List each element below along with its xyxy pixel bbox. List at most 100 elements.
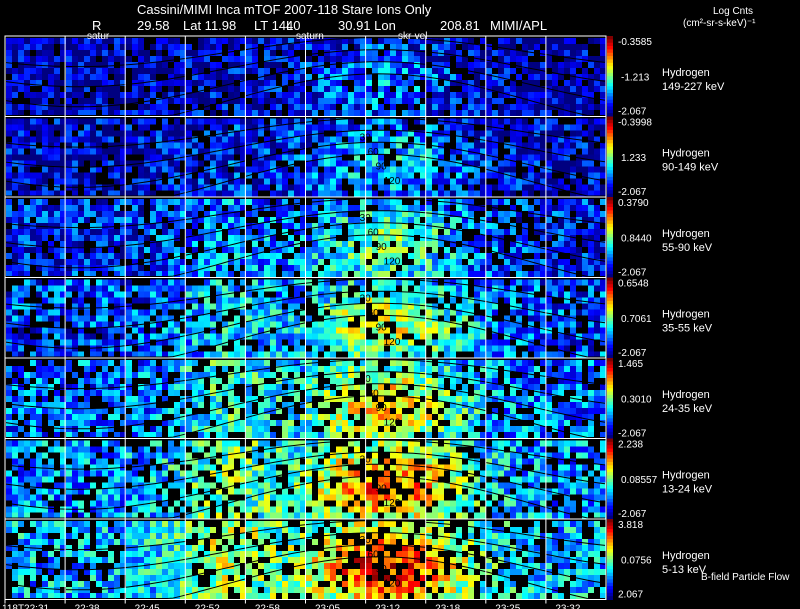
heatmap-cell bbox=[378, 160, 384, 167]
heatmap-cell bbox=[468, 124, 474, 131]
heatmap-cell bbox=[378, 154, 384, 161]
heatmap-cell bbox=[378, 235, 384, 241]
heatmap-cell bbox=[156, 378, 162, 384]
heatmap-cell bbox=[600, 184, 606, 191]
heatmap-cell bbox=[288, 38, 294, 44]
heatmap-cell bbox=[132, 118, 138, 125]
heatmap-cell bbox=[84, 229, 90, 235]
heatmap-cell bbox=[360, 271, 366, 277]
heatmap-cell bbox=[588, 366, 594, 372]
heatmap-cell bbox=[594, 229, 600, 235]
heatmap-cell bbox=[378, 247, 384, 253]
heatmap-cell bbox=[240, 247, 246, 253]
heatmap-cell bbox=[546, 199, 552, 205]
heatmap-cell bbox=[504, 253, 510, 259]
heatmap-cell bbox=[138, 56, 144, 62]
heatmap-cell bbox=[456, 235, 462, 241]
heatmap-cell bbox=[258, 265, 264, 271]
heatmap-cell bbox=[594, 104, 600, 110]
heatmap-cell bbox=[444, 253, 450, 259]
heatmap-cell bbox=[342, 241, 348, 247]
heatmap-cell bbox=[30, 351, 36, 358]
heatmap-cell bbox=[132, 396, 138, 402]
heatmap-cell bbox=[12, 271, 18, 277]
heatmap-cell bbox=[30, 136, 36, 143]
heatmap-cell bbox=[582, 384, 588, 390]
heatmap-cell bbox=[570, 104, 576, 110]
heatmap-cell bbox=[12, 333, 18, 340]
heatmap-cell bbox=[336, 217, 342, 223]
heatmap-cell bbox=[444, 235, 450, 241]
heatmap-cell bbox=[534, 229, 540, 235]
heatmap-cell bbox=[246, 384, 252, 390]
heatmap-cell bbox=[414, 44, 420, 50]
heatmap-cell bbox=[228, 130, 234, 137]
heatmap-cell bbox=[162, 205, 168, 211]
heatmap-cell bbox=[540, 345, 546, 352]
heatmap-cell bbox=[150, 148, 156, 155]
heatmap-cell bbox=[222, 56, 228, 62]
heatmap-cell bbox=[198, 124, 204, 131]
heatmap-cell bbox=[228, 378, 234, 384]
heatmap-cell bbox=[66, 56, 72, 62]
heatmap-cell bbox=[588, 217, 594, 223]
heatmap-cell bbox=[324, 124, 330, 131]
heatmap-cell bbox=[342, 217, 348, 223]
heatmap-cell bbox=[54, 217, 60, 223]
heatmap-cell bbox=[498, 118, 504, 125]
heatmap-cell bbox=[300, 136, 306, 143]
heatmap-cell bbox=[84, 339, 90, 346]
heatmap-cell bbox=[12, 148, 18, 155]
heatmap-cell bbox=[342, 265, 348, 271]
heatmap-cell bbox=[30, 360, 36, 366]
heatmap-cell bbox=[6, 148, 12, 155]
heatmap-cell bbox=[432, 56, 438, 62]
heatmap-cell bbox=[264, 351, 270, 358]
heatmap-cell bbox=[282, 92, 288, 98]
heatmap-cell bbox=[282, 68, 288, 74]
heatmap-cell bbox=[330, 253, 336, 259]
heatmap-cell bbox=[342, 118, 348, 125]
heatmap-cell bbox=[234, 104, 240, 110]
heatmap-cell bbox=[216, 235, 222, 241]
heatmap-cell bbox=[66, 110, 72, 116]
heatmap-cell bbox=[498, 235, 504, 241]
heatmap-cell bbox=[90, 98, 96, 104]
heatmap-cell bbox=[468, 259, 474, 265]
heatmap-cell bbox=[42, 205, 48, 211]
heatmap-cell bbox=[492, 297, 498, 304]
heatmap-cell bbox=[564, 345, 570, 352]
heatmap-cell bbox=[168, 124, 174, 131]
heatmap-cell bbox=[354, 74, 360, 80]
heatmap-cell bbox=[324, 56, 330, 62]
heatmap-cell bbox=[372, 199, 378, 205]
heatmap-cell bbox=[138, 62, 144, 68]
heatmap-cell bbox=[504, 172, 510, 179]
heatmap-cell bbox=[348, 223, 354, 229]
heatmap-cell bbox=[144, 62, 150, 68]
heatmap-cell bbox=[174, 148, 180, 155]
heatmap-cell bbox=[336, 56, 342, 62]
heatmap-cell bbox=[162, 265, 168, 271]
heatmap-cell bbox=[432, 327, 438, 334]
heatmap-cell bbox=[102, 297, 108, 304]
heatmap-cell bbox=[414, 62, 420, 68]
heatmap-cell bbox=[510, 178, 516, 185]
heatmap-cell bbox=[600, 372, 606, 378]
heatmap-cell bbox=[288, 136, 294, 143]
heatmap-cell bbox=[156, 199, 162, 205]
heatmap-cell bbox=[252, 50, 258, 56]
heatmap-cell bbox=[234, 360, 240, 366]
heatmap-cell bbox=[240, 235, 246, 241]
heatmap-cell bbox=[102, 211, 108, 217]
heatmap-cell bbox=[564, 259, 570, 265]
heatmap-cell bbox=[216, 265, 222, 271]
heatmap-cell bbox=[492, 199, 498, 205]
heatmap-cell bbox=[552, 136, 558, 143]
heatmap-cell bbox=[324, 110, 330, 116]
heatmap-cell bbox=[540, 92, 546, 98]
heatmap-cell bbox=[168, 259, 174, 265]
heatmap-cell bbox=[234, 378, 240, 384]
heatmap-cell bbox=[336, 136, 342, 143]
heatmap-cell bbox=[234, 199, 240, 205]
